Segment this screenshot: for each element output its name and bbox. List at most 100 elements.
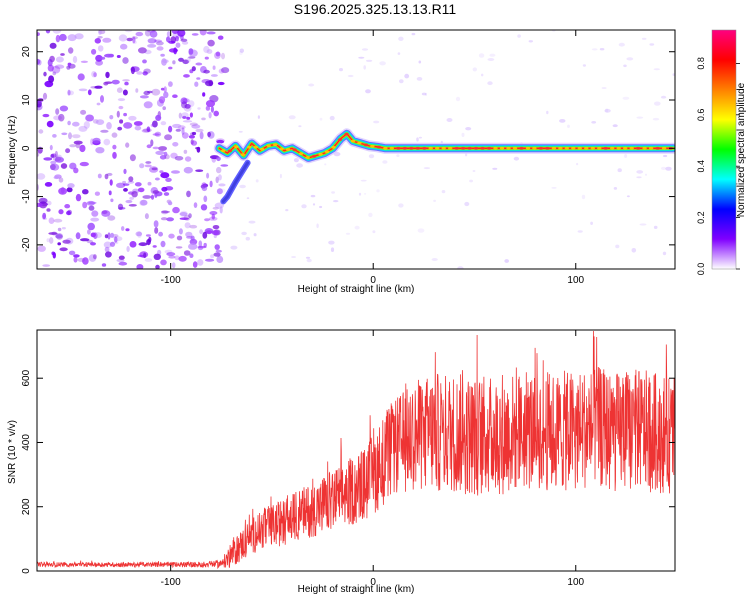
noise-blob — [171, 170, 180, 174]
noise-blob — [211, 213, 215, 220]
noise-blob — [221, 67, 230, 74]
y-tick-label: 0 — [21, 145, 32, 151]
noise-blob — [626, 57, 634, 61]
noise-blob — [67, 120, 71, 126]
noise-blob — [215, 176, 219, 184]
noise-blob — [160, 53, 165, 57]
noise-blob — [72, 121, 80, 127]
noise-blob — [205, 100, 216, 107]
noise-blob — [188, 48, 194, 55]
noise-blob — [176, 235, 183, 241]
noise-blob — [124, 30, 133, 33]
noise-blob — [134, 182, 142, 187]
noise-blob — [411, 32, 416, 36]
noise-blob — [54, 156, 64, 163]
noise-blob — [184, 104, 192, 107]
noise-blob — [417, 228, 425, 233]
noise-blob — [159, 170, 164, 174]
noise-blob — [239, 184, 246, 189]
noise-blob — [48, 232, 58, 235]
ridge-bead — [460, 146, 466, 150]
ridge-bead — [240, 153, 245, 157]
ridge-bead — [292, 148, 297, 152]
noise-blob — [61, 227, 66, 230]
noise-blob — [80, 238, 90, 242]
noise-blob — [79, 144, 86, 153]
noise-blob — [112, 151, 117, 159]
noise-blob — [604, 108, 611, 113]
noise-blob — [216, 188, 223, 195]
noise-blob — [161, 210, 169, 215]
noise-blob — [168, 233, 175, 239]
noise-blob — [198, 240, 203, 248]
ridge-bead — [584, 146, 589, 150]
figure-title: S196.2025.325.13.13.R11 — [294, 1, 457, 17]
noise-blob — [183, 74, 190, 78]
noise-blob — [130, 66, 135, 75]
noise-blob — [125, 228, 130, 232]
noise-blob — [559, 119, 566, 123]
noise-blob — [216, 156, 221, 162]
noise-blob — [209, 180, 213, 188]
ridge-bead — [519, 146, 524, 150]
noise-blob — [478, 53, 485, 58]
noise-blob — [42, 264, 50, 267]
noise-blob — [206, 31, 216, 35]
noise-blob — [104, 173, 109, 180]
noise-blob — [152, 190, 160, 194]
noise-blob — [128, 176, 134, 182]
noise-blob — [105, 251, 112, 258]
noise-blob — [624, 154, 628, 158]
noise-blob — [137, 187, 145, 193]
spectrogram-ridge — [213, 128, 675, 205]
noise-blob — [172, 60, 176, 65]
noise-blob — [166, 217, 175, 222]
noise-blob — [73, 140, 83, 145]
noise-blob — [128, 204, 137, 207]
noise-blob — [179, 212, 188, 216]
x-tick-label: 0 — [370, 577, 376, 588]
noise-blob — [186, 116, 191, 120]
noise-blob — [184, 104, 191, 109]
y-tick-label: 20 — [21, 46, 32, 58]
noise-blob — [197, 107, 201, 110]
noise-blob — [60, 53, 65, 56]
noise-blob — [171, 30, 179, 34]
noise-blob — [148, 236, 152, 243]
ridge-bead — [480, 146, 485, 150]
y-tick-label: -20 — [21, 237, 32, 252]
noise-blob — [660, 95, 667, 99]
noise-blob — [197, 245, 204, 251]
noise-blob — [590, 221, 593, 225]
ridge-bead — [370, 144, 375, 148]
noise-blob — [205, 80, 214, 87]
noise-blob — [88, 205, 95, 211]
ridge-bead — [357, 141, 362, 145]
noise-blob — [131, 191, 138, 198]
noise-blob — [123, 183, 130, 186]
noise-blob — [306, 258, 312, 263]
noise-blob — [189, 224, 198, 229]
noise-blob — [316, 223, 319, 229]
noise-blob — [95, 119, 105, 125]
ridge-bead — [383, 146, 388, 150]
noise-blob — [154, 177, 160, 181]
ridge-bead — [428, 146, 433, 150]
noise-blob — [144, 30, 151, 37]
noise-blob — [163, 151, 168, 157]
noise-blob — [143, 252, 147, 259]
noise-blob — [138, 242, 148, 247]
noise-blob — [38, 129, 44, 134]
noise-blob — [153, 220, 159, 228]
x-tick-label: -100 — [161, 577, 181, 588]
noise-blob — [166, 31, 171, 38]
noise-blob — [214, 52, 221, 59]
noise-blob — [163, 192, 170, 196]
ridge-bead — [623, 146, 628, 150]
noise-blob — [133, 121, 143, 126]
noise-blob — [182, 120, 193, 123]
noise-blob — [178, 255, 187, 262]
noise-blob — [653, 225, 658, 229]
noise-blob — [52, 156, 62, 162]
colorbar-tick-label: 0.2 — [696, 211, 706, 224]
